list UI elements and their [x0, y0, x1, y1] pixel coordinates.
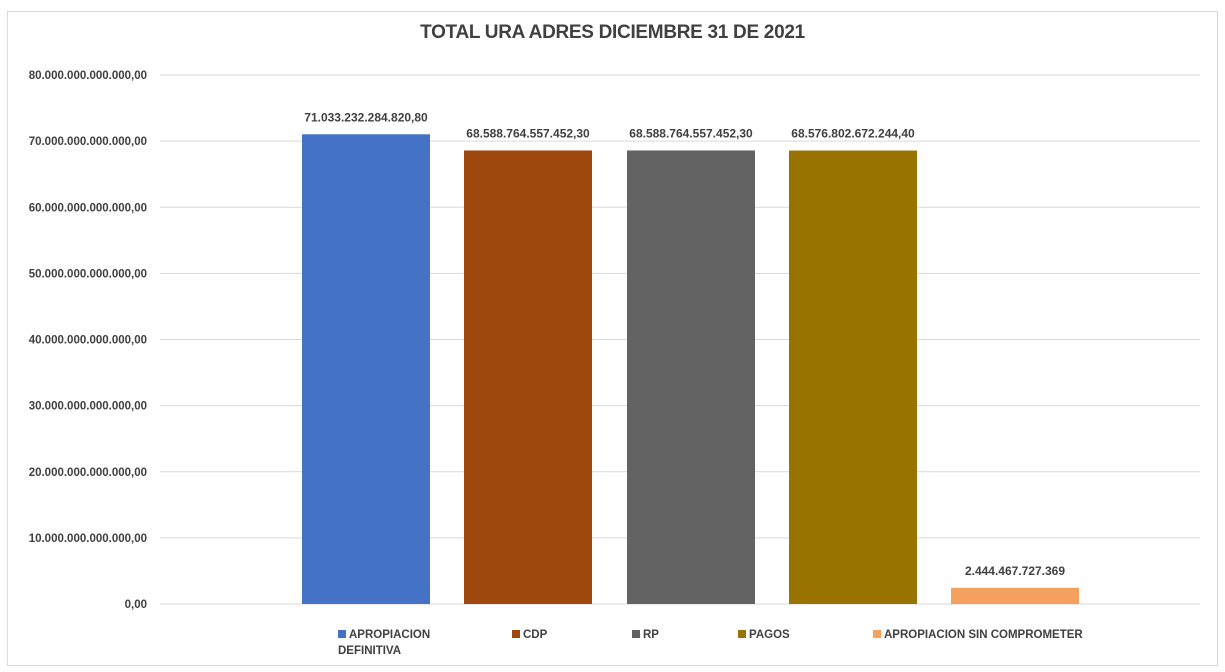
- legend-swatch: [338, 630, 346, 638]
- y-tick-label: 30.000.000.000.000,00: [29, 401, 147, 413]
- bar: [951, 587, 1079, 604]
- data-label: 71.033.232.284.820,80: [304, 110, 428, 124]
- chart-title: TOTAL URA ADRES DICIEMBRE 31 DE 2021: [420, 22, 805, 43]
- legend-label: APROPIACION SIN COMPROMETER: [884, 629, 1083, 641]
- legend-swatch: [873, 630, 881, 638]
- legend-label: RP: [643, 629, 659, 641]
- legend-swatch: [512, 630, 520, 638]
- y-tick-label: 70.000.000.000.000,00: [29, 136, 147, 148]
- legend-item: PAGOS: [738, 627, 790, 643]
- data-label: 2.444.467.727.369: [965, 564, 1065, 578]
- legend-item: APROPIACION SIN COMPROMETER: [873, 627, 1083, 643]
- y-tick-label: 40.000.000.000.000,00: [29, 335, 147, 347]
- y-tick-label: 80.000.000.000.000,00: [29, 70, 147, 82]
- legend-swatch: [632, 630, 640, 638]
- data-label: 68.588.764.557.452,30: [629, 126, 753, 140]
- chart-frame: [7, 11, 1218, 666]
- y-tick-label: 0,00: [125, 599, 147, 611]
- legend-item: RP: [632, 627, 659, 643]
- y-tick-label: 20.000.000.000.000,00: [29, 467, 147, 479]
- bar: [789, 150, 917, 604]
- bar: [464, 150, 592, 604]
- legend-item: CDP: [512, 627, 547, 643]
- y-tick-label: 10.000.000.000.000,00: [29, 533, 147, 545]
- y-tick-label: 60.000.000.000.000,00: [29, 202, 147, 214]
- legend-swatch: [738, 630, 746, 638]
- legend-item: APROPIACION DEFINITIVA: [338, 627, 458, 659]
- legend-label: APROPIACION DEFINITIVA: [338, 629, 431, 657]
- bar: [627, 150, 755, 604]
- data-label: 68.588.764.557.452,30: [466, 126, 590, 140]
- data-label: 68.576.802.672.244,40: [791, 127, 915, 141]
- legend-label: CDP: [523, 629, 548, 641]
- bar: [302, 134, 430, 604]
- legend-label: PAGOS: [749, 629, 790, 641]
- y-tick-label: 50.000.000.000.000,00: [29, 268, 147, 280]
